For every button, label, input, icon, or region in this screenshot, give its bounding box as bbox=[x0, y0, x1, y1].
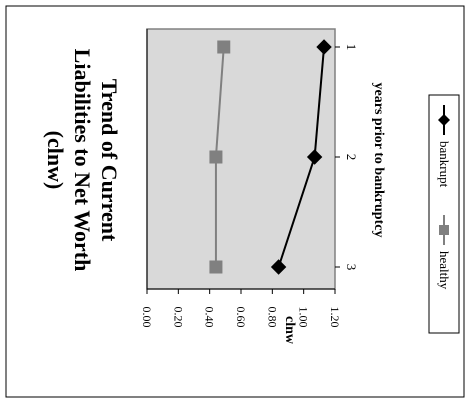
x-tick-label: 3 bbox=[344, 264, 359, 271]
data-point-healthy bbox=[209, 150, 223, 164]
legend-label-healthy: healthy bbox=[437, 251, 452, 290]
data-point-bankrupt bbox=[316, 39, 332, 55]
y-axis-label: clnw bbox=[282, 316, 297, 345]
data-point-healthy bbox=[217, 40, 231, 54]
legend-marker-bankrupt bbox=[438, 114, 450, 126]
y-tick-label: 0.00 bbox=[140, 307, 154, 328]
x-tick-label: 2 bbox=[344, 154, 359, 161]
legend: bankrupt healthy bbox=[437, 105, 452, 290]
data-point-bankrupt bbox=[306, 149, 323, 165]
x-tick-label: 1 bbox=[344, 44, 359, 51]
y-tick-label: 0.60 bbox=[234, 307, 248, 328]
y-tick-label: 0.80 bbox=[265, 307, 279, 328]
x-axis-ticks: 1 2 3 bbox=[335, 44, 359, 271]
y-tick-label: 0.40 bbox=[203, 307, 217, 328]
legend-box bbox=[428, 94, 460, 334]
title-line-1: Liabilities to Net Worth bbox=[70, 49, 95, 272]
y-axis-ticks: 1.20 1.00 0.80 0.60 0.40 0.20 0.00 bbox=[140, 289, 342, 328]
legend-marker-healthy bbox=[439, 225, 449, 235]
y-tick-label: 1.00 bbox=[297, 307, 311, 328]
x-axis-label: years prior to bankruptcy bbox=[371, 83, 386, 238]
title-line-2: (clnw) bbox=[43, 131, 68, 190]
title-line-0: Trend of Current bbox=[97, 79, 122, 242]
legend-label-bankrupt: bankrupt bbox=[437, 141, 452, 188]
series-group bbox=[209, 39, 332, 275]
data-point-healthy bbox=[209, 260, 223, 274]
y-tick-label: 0.20 bbox=[171, 307, 185, 328]
y-tick-label: 1.20 bbox=[328, 307, 342, 328]
plot-area bbox=[146, 28, 336, 290]
data-point-bankrupt bbox=[270, 259, 287, 275]
